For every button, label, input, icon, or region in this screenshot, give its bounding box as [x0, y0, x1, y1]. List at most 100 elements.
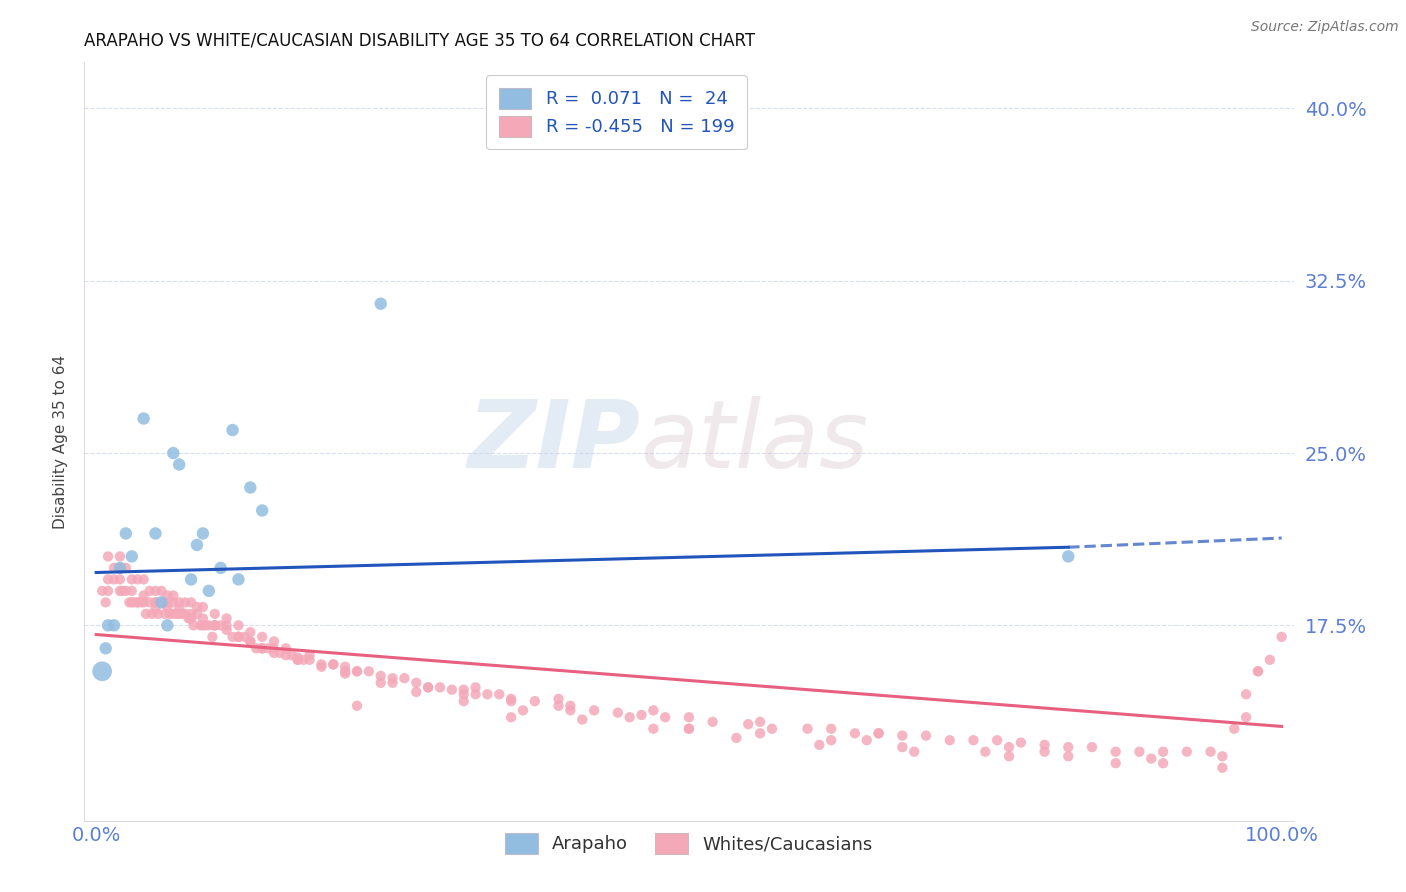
Point — [1128, 745, 1150, 759]
Point — [150, 595, 173, 609]
Point — [571, 713, 593, 727]
Point — [606, 706, 628, 720]
Point — [132, 411, 155, 425]
Point — [115, 561, 138, 575]
Point — [702, 714, 724, 729]
Point — [1247, 665, 1270, 679]
Point — [370, 675, 392, 690]
Point — [228, 573, 250, 587]
Point — [998, 749, 1021, 764]
Point — [287, 653, 309, 667]
Point — [298, 648, 321, 663]
Point — [97, 618, 120, 632]
Point — [94, 595, 117, 609]
Point — [221, 630, 243, 644]
Point — [1140, 751, 1163, 765]
Point — [162, 595, 184, 609]
Point — [186, 607, 208, 621]
Point — [198, 618, 221, 632]
Point — [209, 561, 232, 575]
Point — [333, 666, 356, 681]
Point — [156, 595, 179, 609]
Point — [135, 607, 157, 621]
Point — [239, 481, 262, 495]
Point — [1152, 756, 1174, 771]
Text: atlas: atlas — [641, 396, 869, 487]
Point — [191, 611, 214, 625]
Point — [121, 583, 143, 598]
Point — [488, 687, 510, 701]
Point — [118, 595, 141, 609]
Point — [250, 630, 273, 644]
Point — [215, 623, 238, 637]
Point — [145, 595, 167, 609]
Point — [263, 634, 285, 648]
Point — [141, 607, 163, 621]
Point — [186, 599, 208, 614]
Point — [346, 665, 368, 679]
Point — [108, 573, 131, 587]
Point — [194, 618, 217, 632]
Point — [159, 607, 181, 621]
Point — [108, 561, 131, 575]
Point — [145, 526, 167, 541]
Point — [868, 726, 890, 740]
Point — [322, 657, 344, 672]
Point — [127, 595, 149, 609]
Point — [97, 583, 120, 598]
Point — [180, 573, 202, 587]
Point — [180, 611, 202, 625]
Point — [287, 650, 309, 665]
Point — [191, 599, 214, 614]
Point — [1105, 745, 1128, 759]
Point — [115, 583, 138, 598]
Point — [174, 607, 197, 621]
Point — [346, 665, 368, 679]
Point — [429, 681, 451, 695]
Point — [654, 710, 676, 724]
Point — [170, 607, 193, 621]
Point — [257, 641, 280, 656]
Point — [138, 595, 160, 609]
Point — [167, 602, 190, 616]
Point — [162, 446, 184, 460]
Point — [191, 618, 214, 632]
Point — [477, 687, 499, 701]
Point — [333, 659, 356, 673]
Point — [1211, 749, 1233, 764]
Point — [453, 694, 475, 708]
Point — [146, 607, 169, 621]
Point — [287, 653, 309, 667]
Point — [453, 687, 475, 701]
Point — [583, 703, 606, 717]
Point — [903, 745, 925, 759]
Point — [547, 698, 569, 713]
Point — [103, 618, 125, 632]
Point — [630, 708, 652, 723]
Point — [405, 675, 427, 690]
Point — [183, 618, 205, 632]
Point — [204, 607, 226, 621]
Point — [121, 573, 143, 587]
Text: ARAPAHO VS WHITE/CAUCASIAN DISABILITY AGE 35 TO 64 CORRELATION CHART: ARAPAHO VS WHITE/CAUCASIAN DISABILITY AG… — [84, 32, 755, 50]
Point — [162, 589, 184, 603]
Point — [127, 595, 149, 609]
Point — [749, 714, 772, 729]
Point — [501, 691, 523, 706]
Point — [891, 740, 914, 755]
Point — [394, 671, 416, 685]
Point — [250, 641, 273, 656]
Point — [678, 722, 700, 736]
Point — [761, 722, 783, 736]
Point — [215, 618, 238, 632]
Point — [111, 583, 134, 598]
Point — [177, 611, 200, 625]
Point — [418, 681, 440, 695]
Point — [103, 561, 125, 575]
Point — [311, 659, 333, 673]
Point — [215, 611, 238, 625]
Point — [512, 703, 534, 717]
Point — [204, 618, 226, 632]
Point — [132, 589, 155, 603]
Point — [1033, 745, 1056, 759]
